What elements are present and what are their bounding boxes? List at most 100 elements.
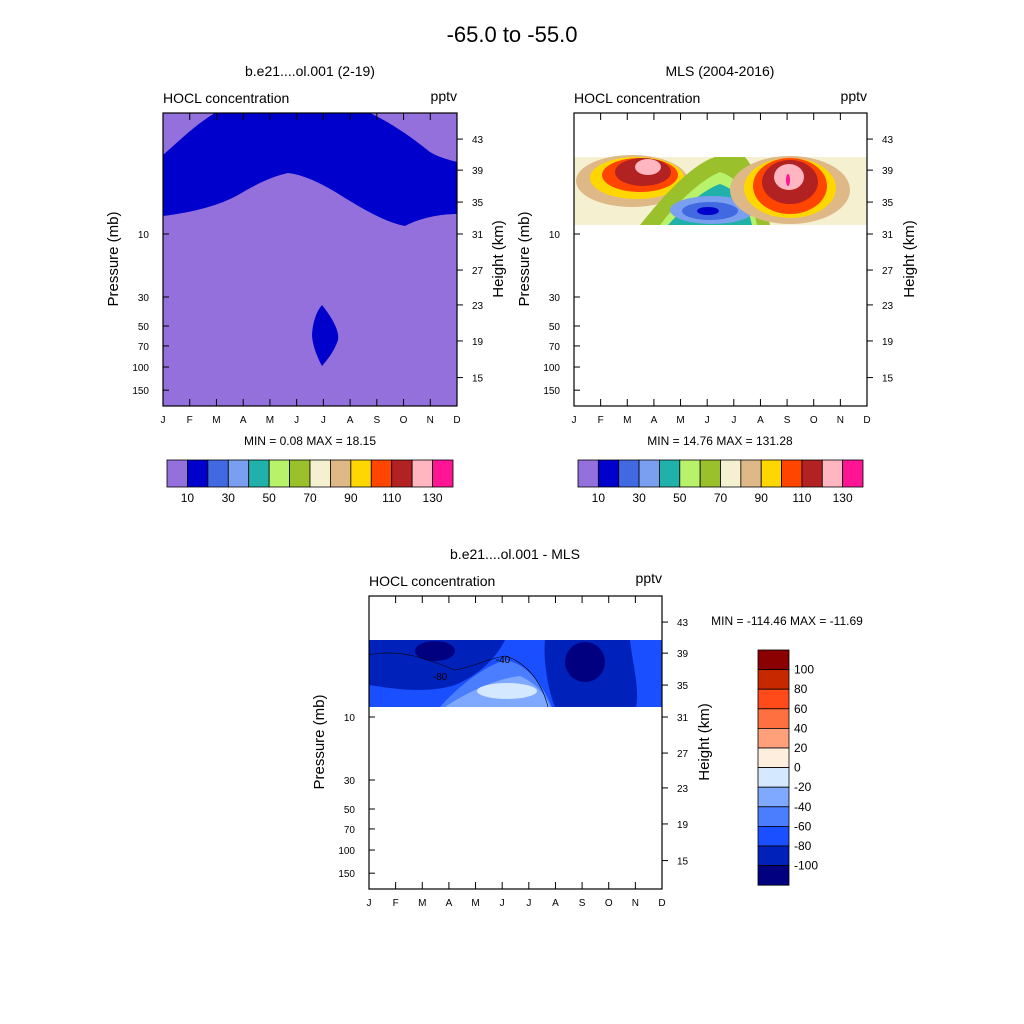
model-colorbar: 10 30 50 70 90 110 130 bbox=[166, 459, 454, 505]
panel-model-ylabel-right: Height (km) bbox=[490, 220, 507, 298]
mls-right-lobe-maximum bbox=[786, 174, 790, 186]
mls-pressure-label: 70 bbox=[549, 342, 561, 353]
model-colorbar-label: 110 bbox=[382, 491, 401, 505]
diff-month-label: J bbox=[500, 898, 505, 909]
mls-colorbar-label: 30 bbox=[632, 491, 646, 505]
mls-colorbar-box bbox=[659, 459, 681, 488]
model-colorbar-label: 90 bbox=[344, 491, 358, 505]
mls-colorbar-box bbox=[760, 459, 782, 488]
panel-model-stats: MIN = 0.08 MAX = 18.15 bbox=[244, 434, 376, 448]
diff-contour-line bbox=[368, 652, 549, 708]
model-colorbar-label: 130 bbox=[423, 491, 443, 505]
panel-model-title: b.e21....ol.001 (2-19) bbox=[245, 63, 375, 79]
model-high-band bbox=[163, 113, 457, 226]
mls-data-band bbox=[574, 155, 867, 225]
model-height-label: 35 bbox=[472, 198, 484, 209]
mls-month-label: J bbox=[572, 415, 577, 426]
mls-height-label: 35 bbox=[882, 198, 894, 209]
model-low-blob bbox=[312, 305, 339, 366]
mls-pressure-label: 50 bbox=[549, 322, 561, 333]
model-colorbar-box bbox=[248, 459, 270, 488]
diff-colorbar-box bbox=[757, 669, 790, 690]
model-month-label: J bbox=[321, 415, 326, 426]
model-colorbar-box bbox=[370, 459, 393, 488]
panel-difference-stats: MIN = -114.46 MAX = -11.69 bbox=[711, 614, 863, 628]
model-colorbar-box bbox=[207, 459, 229, 488]
mls-height-label: 31 bbox=[882, 230, 894, 241]
diff-height-label: 19 bbox=[677, 820, 689, 831]
diff-colorbar-label: 100 bbox=[794, 663, 814, 677]
model-height-label: 39 bbox=[472, 166, 484, 177]
diff-colorbar-label: 60 bbox=[794, 702, 808, 716]
diff-height-label: 35 bbox=[677, 681, 689, 692]
diff-height-label: 39 bbox=[677, 649, 689, 660]
diff-colorbar-box bbox=[757, 728, 790, 749]
diff-colorbar-box bbox=[757, 806, 790, 827]
model-colorbar-box bbox=[330, 459, 352, 488]
mls-month-label: F bbox=[598, 415, 604, 426]
panel-mls-units-label: pptv bbox=[841, 88, 867, 104]
diff-colorbar-label: -100 bbox=[794, 859, 818, 873]
model-pressure-label: 50 bbox=[138, 322, 150, 333]
model-height-label: 31 bbox=[472, 230, 484, 241]
diff-colorbar-box bbox=[757, 708, 790, 729]
panel-difference-quantity-label: HOCL concentration bbox=[369, 573, 495, 589]
model-height-label: 19 bbox=[472, 337, 484, 348]
panel-mls-ylabel: Pressure (mb) bbox=[516, 211, 533, 306]
mls-height-label: 39 bbox=[882, 166, 894, 177]
mls-colorbar-label: 50 bbox=[673, 491, 687, 505]
panel-mls-quantity-label: HOCL concentration bbox=[574, 90, 700, 106]
mls-height-label: 43 bbox=[882, 135, 894, 146]
mls-pressure-label: 30 bbox=[549, 293, 561, 304]
diff-month-label: M bbox=[471, 898, 479, 909]
model-colorbar-box bbox=[391, 459, 413, 488]
mls-pressure-label: 10 bbox=[549, 230, 561, 241]
diff-month-label: O bbox=[605, 898, 613, 909]
diff-colorbar-label: -80 bbox=[794, 839, 812, 853]
figure-title: -65.0 to -55.0 bbox=[447, 22, 578, 47]
diff-month-label: J bbox=[367, 898, 372, 909]
model-month-label: J bbox=[161, 415, 166, 426]
diff-colorbar-box bbox=[757, 649, 790, 671]
model-pressure-label: 10 bbox=[138, 230, 150, 241]
mls-colorbar-box bbox=[638, 459, 660, 488]
diff-colorbar-label: 80 bbox=[794, 682, 808, 696]
model-height-label: 43 bbox=[472, 135, 484, 146]
panel-model-frame bbox=[162, 112, 458, 407]
diff-colorbar-label: -60 bbox=[794, 819, 812, 833]
diff-colorbar-label: -20 bbox=[794, 780, 812, 794]
diff-colorbar-box bbox=[757, 786, 790, 808]
mls-pressure-label: 150 bbox=[543, 386, 560, 397]
model-pressure-label: 30 bbox=[138, 293, 150, 304]
model-pressure-label: 150 bbox=[132, 386, 149, 397]
mls-left-lobe-pink bbox=[635, 159, 661, 175]
model-colorbar-box bbox=[432, 459, 454, 488]
model-month-label: O bbox=[400, 415, 408, 426]
model-height-label: 27 bbox=[472, 266, 484, 277]
mls-colorbar-box bbox=[720, 459, 742, 488]
model-month-label: N bbox=[427, 415, 434, 426]
diff-contour-label-a: -40 bbox=[496, 655, 511, 666]
model-colorbar-label: 10 bbox=[181, 491, 195, 505]
mls-height-label: 27 bbox=[882, 266, 894, 277]
diff-colorbar-box bbox=[757, 747, 790, 769]
panel-difference-title: b.e21....ol.001 - MLS bbox=[450, 546, 580, 562]
panel-difference-units-label: pptv bbox=[636, 570, 662, 586]
diff-colorbar-label: 0 bbox=[794, 761, 801, 775]
diff-contour-label-b: -80 bbox=[433, 672, 448, 683]
mls-colorbar-label: 110 bbox=[792, 491, 811, 505]
mls-colorbar-box bbox=[740, 459, 762, 488]
mls-month-label: J bbox=[731, 415, 736, 426]
model-colorbar-label: 30 bbox=[222, 491, 236, 505]
model-colorbar-box bbox=[309, 459, 331, 488]
diff-pressure-label: 100 bbox=[338, 846, 355, 857]
model-colorbar-box bbox=[187, 459, 209, 488]
model-month-label: M bbox=[212, 415, 220, 426]
mls-colorbar-label: 90 bbox=[755, 491, 769, 505]
model-colorbar-box bbox=[289, 459, 311, 488]
panel-mls: MLS (2004-2016) HOCL concentration pptv bbox=[516, 63, 918, 505]
model-pressure-label: 70 bbox=[138, 342, 150, 353]
diff-empty-field bbox=[369, 596, 662, 889]
panel-mls-stats: MIN = 14.76 MAX = 131.28 bbox=[647, 434, 793, 448]
